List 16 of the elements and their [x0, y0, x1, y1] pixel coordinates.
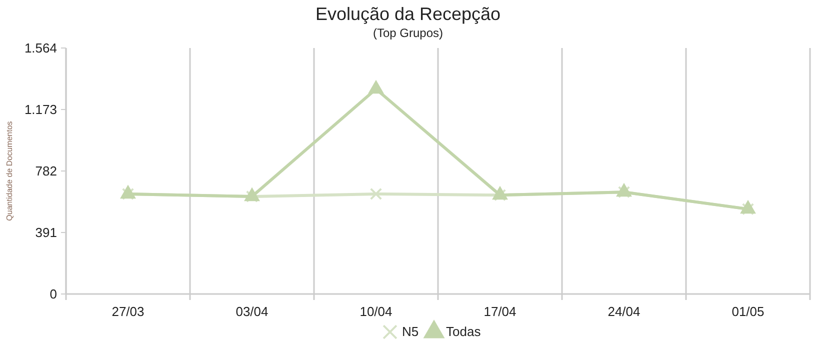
y-tick-label: 1.564 — [24, 40, 57, 56]
y-tick-label: 782 — [35, 164, 57, 179]
x-tick-label: 27/03 — [112, 304, 144, 319]
x-tick-label: 17/04 — [484, 304, 516, 319]
legend-label: Todas — [446, 324, 482, 339]
x-tick-label: 01/05 — [732, 304, 764, 319]
chart-subtitle: (Top Grupos) — [372, 26, 444, 40]
y-tick-label: 391 — [35, 225, 57, 240]
y-tick-label: 0 — [50, 286, 57, 302]
y-axis-title: Quantidade de Documentos — [5, 121, 14, 221]
chart-title: Evolução da Recepção — [315, 4, 501, 24]
x-tick-label: 24/04 — [608, 304, 640, 319]
y-tick-label: 1.173 — [24, 102, 57, 118]
x-tick-label: 03/04 — [236, 304, 268, 319]
legend-label: N5 — [402, 324, 419, 339]
x-tick-label: 10/04 — [360, 304, 392, 319]
